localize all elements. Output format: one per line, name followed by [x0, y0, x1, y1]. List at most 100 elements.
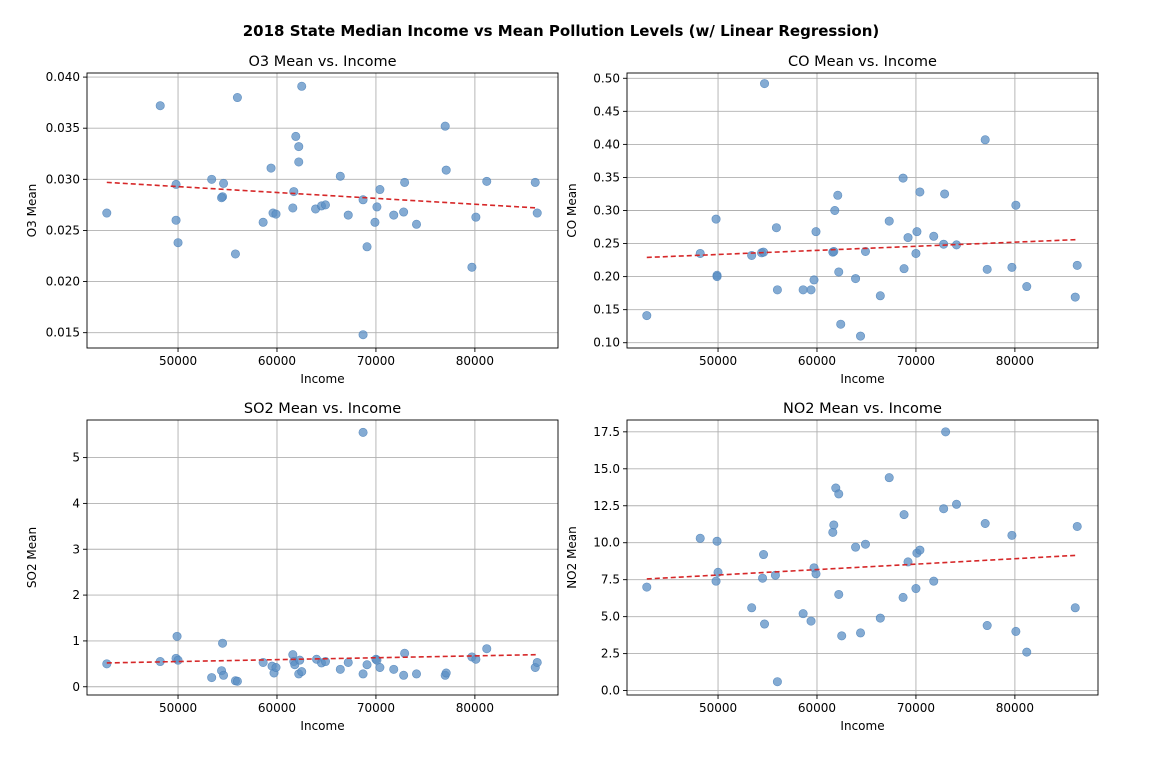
o3-data-point — [467, 262, 477, 272]
o3-data-point — [389, 210, 399, 220]
so2-data-point — [173, 655, 183, 665]
o3-data-point — [271, 209, 281, 219]
co-data-point — [851, 274, 861, 284]
no2-data-point — [798, 609, 808, 619]
o3-y-tick-label: 0.040 — [46, 70, 80, 84]
no2-x-tick-label: 50000 — [699, 701, 737, 715]
o3-data-point — [358, 330, 368, 340]
co-data-point — [915, 187, 925, 197]
so2-x-tick-label: 70000 — [357, 701, 395, 715]
co-y-tick-label: 0.40 — [593, 137, 620, 151]
co-data-point — [1007, 262, 1017, 272]
so2-y-tick-label: 4 — [72, 496, 80, 510]
co-data-point — [929, 231, 939, 241]
o3-data-point — [173, 238, 183, 248]
no2-data-point — [806, 616, 816, 626]
o3-data-point — [320, 200, 330, 210]
no2-y-tick-label: 17.5 — [593, 425, 620, 439]
no2-data-point — [1007, 530, 1017, 540]
o3-panel-title: O3 Mean vs. Income — [248, 54, 396, 70]
o3-x-tick-label: 60000 — [258, 354, 296, 368]
o3-data-point — [362, 242, 372, 252]
o3-data-point — [291, 131, 301, 141]
o3-data-point — [372, 202, 382, 212]
o3-data-point — [441, 165, 451, 175]
co-data-point — [860, 246, 870, 256]
no2-data-point — [875, 613, 885, 623]
co-y-tick-label: 0.25 — [593, 237, 620, 251]
no2-data-point — [952, 499, 962, 509]
o3-x-axis-label: Income — [300, 372, 344, 386]
o3-plot-frame — [86, 72, 559, 349]
no2-panel-title: NO2 Mean vs. Income — [783, 401, 942, 417]
no2-x-tick-label: 70000 — [897, 701, 935, 715]
no2-data-point — [1070, 603, 1080, 613]
no2-data-point — [939, 504, 949, 514]
so2-data-point — [362, 660, 372, 670]
so2-x-tick-label: 80000 — [456, 701, 494, 715]
so2-data-point — [218, 638, 228, 648]
o3-data-point — [207, 174, 217, 184]
no2-data-point — [982, 621, 992, 631]
co-data-point — [1072, 260, 1082, 270]
co-data-point — [642, 311, 652, 321]
no2-data-point — [980, 518, 990, 528]
co-y-tick-label: 0.30 — [593, 204, 620, 218]
co-data-point — [806, 285, 816, 295]
no2-regression-line — [646, 554, 1078, 580]
so2-x-axis-label: Income — [300, 719, 344, 733]
co-x-axis-label: Income — [840, 372, 884, 386]
so2-y-axis-label: SO2 Mean — [25, 527, 39, 588]
o3-data-point — [370, 217, 380, 227]
co-data-point — [695, 248, 705, 258]
no2-data-point — [712, 536, 722, 546]
no2-data-point — [898, 592, 908, 602]
no2-y-tick-label: 10.0 — [593, 536, 620, 550]
co-data-point — [903, 233, 913, 243]
co-x-tick-label: 60000 — [798, 354, 836, 368]
so2-data-point — [482, 644, 492, 654]
so2-y-tick-label: 3 — [72, 542, 80, 556]
so2-data-point — [441, 668, 451, 678]
no2-data-point — [899, 510, 909, 520]
so2-y-tick-label: 2 — [72, 588, 80, 602]
no2-data-point — [929, 576, 939, 586]
o3-x-tick-label: 70000 — [357, 354, 395, 368]
co-data-point — [829, 246, 839, 256]
co-data-point — [911, 248, 921, 258]
no2-y-tick-label: 15.0 — [593, 462, 620, 476]
co-panel-title: CO Mean vs. Income — [788, 54, 937, 70]
co-data-point — [980, 135, 990, 145]
so2-data-point — [358, 427, 368, 437]
o3-data-point — [335, 171, 345, 181]
o3-y-tick-label: 0.035 — [46, 121, 80, 135]
so2-data-point — [271, 662, 281, 672]
no2-y-axis-label: NO2 Mean — [565, 526, 579, 589]
no2-data-point — [758, 573, 768, 583]
so2-y-tick-label: 5 — [72, 451, 80, 465]
no2-data-point — [915, 545, 925, 555]
no2-data-point — [1011, 626, 1021, 636]
co-x-tick-label: 80000 — [996, 354, 1034, 368]
co-y-tick-label: 0.15 — [593, 303, 620, 317]
co-y-tick-label: 0.10 — [593, 336, 620, 350]
so2-data-point — [102, 659, 112, 669]
so2-data-point — [335, 664, 345, 674]
no2-y-tick-label: 7.5 — [601, 573, 620, 587]
o3-data-point — [530, 177, 540, 187]
co-data-point — [830, 206, 840, 216]
no2-x-axis-label: Income — [840, 719, 884, 733]
o3-data-point — [102, 208, 112, 218]
no2-data-point — [884, 473, 894, 483]
co-data-point — [760, 79, 770, 89]
o3-y-tick-label: 0.025 — [46, 223, 80, 237]
co-data-point — [1011, 200, 1021, 210]
o3-data-point — [289, 187, 299, 197]
so2-panel: 50000 60000 70000 80000 0 1 2 3 4 5 SO2 Mean vs. I… — [25, 401, 559, 733]
so2-data-point — [532, 657, 542, 667]
o3-data-point — [288, 203, 298, 213]
o3-data-point — [217, 193, 227, 203]
co-panel: 50000 60000 70000 80000 0.10 0.15 0.20 0.25 0.30… — [565, 54, 1099, 386]
so2-data-point — [375, 662, 385, 672]
